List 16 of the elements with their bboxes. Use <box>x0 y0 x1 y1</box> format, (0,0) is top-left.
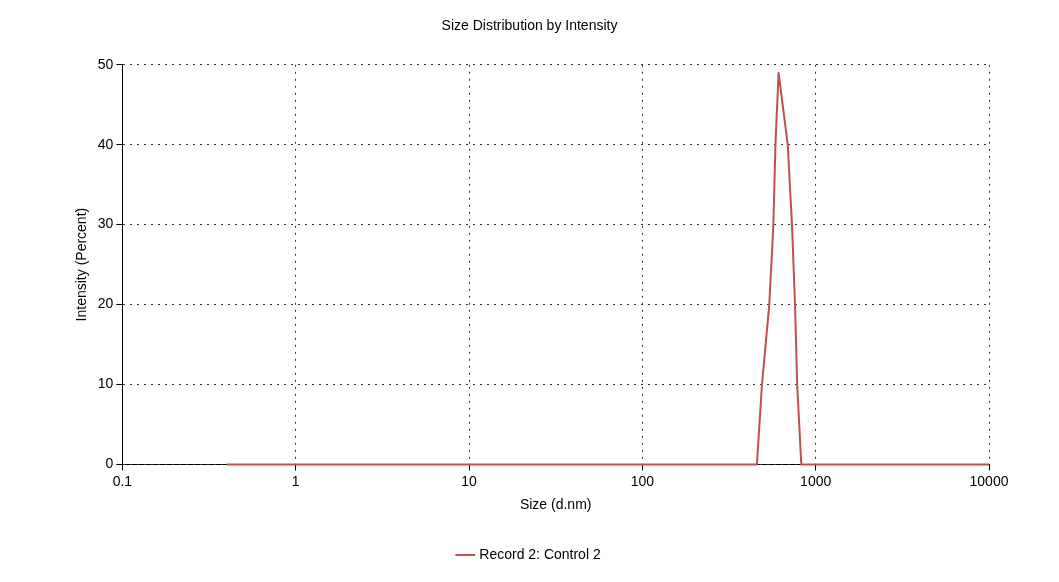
legend-label: Record 2: Control 2 <box>479 545 601 562</box>
x-tick-label: 10 <box>461 472 478 489</box>
y-tick-label: 30 <box>97 215 114 232</box>
y-tick-label: 20 <box>97 295 114 312</box>
x-tick-label: 1000 <box>800 472 832 489</box>
x-tick-label: 10000 <box>969 472 1009 489</box>
y-tick-label: 50 <box>97 55 114 72</box>
x-tick-label: 100 <box>630 472 655 489</box>
y-tick-label: 0 <box>105 455 114 472</box>
chart-title: Size Distribution by Intensity <box>441 17 618 34</box>
x-axis-title: Size (d.nm) <box>519 496 592 513</box>
y-tick-label: 40 <box>97 135 114 152</box>
y-tick-label: 10 <box>97 375 114 392</box>
y-axis-title: Intensity (Percent) <box>73 207 90 322</box>
x-tick-label: 0.1 <box>112 472 133 489</box>
x-tick-label: 1 <box>291 472 300 489</box>
